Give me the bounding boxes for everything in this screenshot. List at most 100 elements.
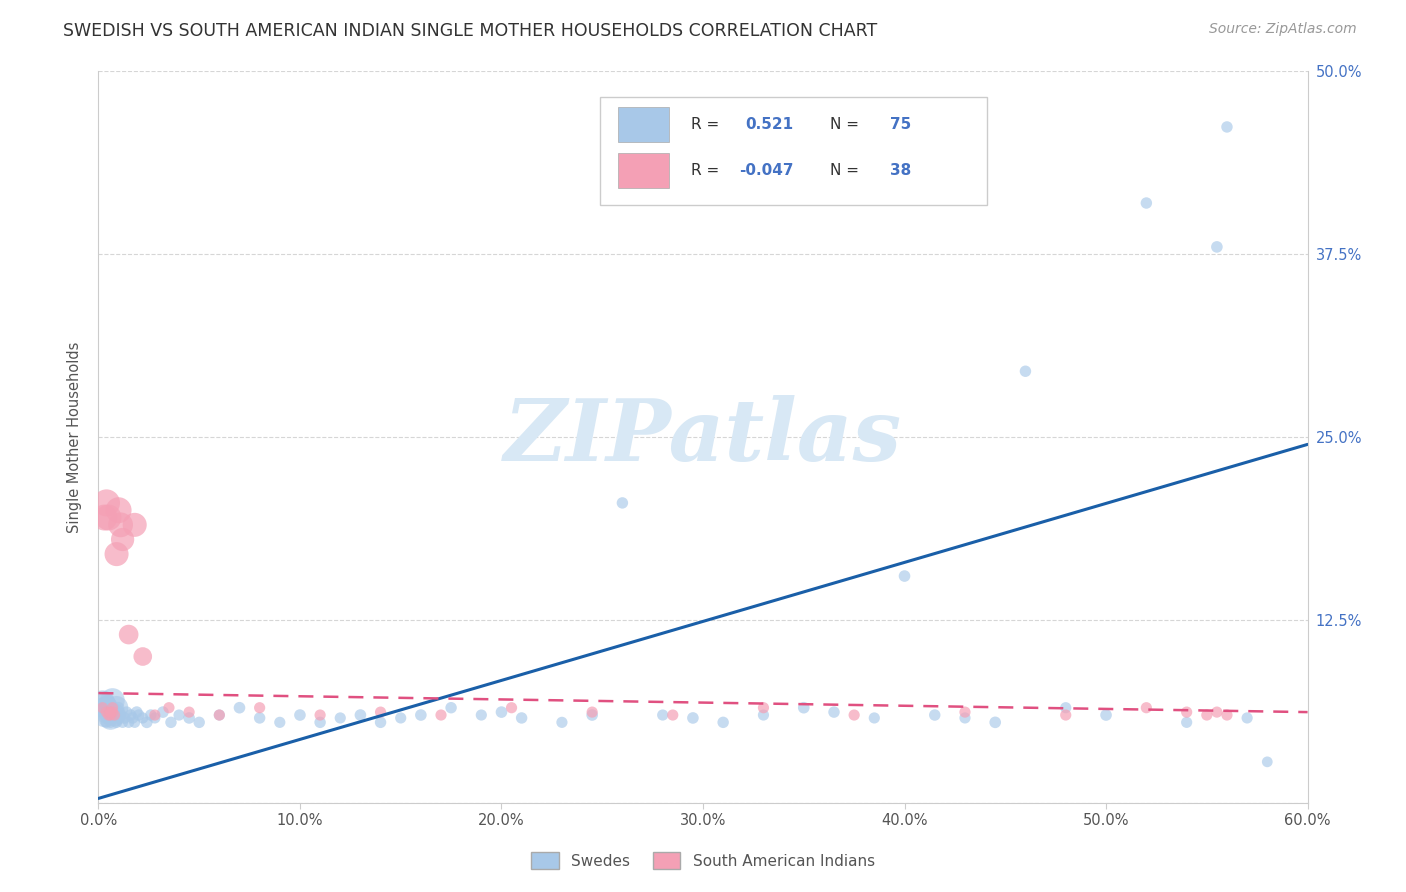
Point — [1236, 711, 1258, 725]
Point — [100, 708, 122, 723]
Point — [612, 496, 634, 510]
Point — [124, 715, 146, 730]
Point — [97, 708, 120, 723]
Point — [309, 715, 332, 730]
Point — [581, 705, 603, 719]
Point — [501, 700, 523, 714]
Point — [114, 711, 136, 725]
Point — [228, 700, 250, 714]
Point — [103, 711, 125, 725]
Point — [1216, 120, 1239, 134]
Text: 38: 38 — [890, 162, 911, 178]
Text: R =: R = — [690, 162, 718, 178]
Point — [793, 700, 815, 714]
Point — [1175, 715, 1198, 730]
Point — [893, 569, 915, 583]
Point — [1256, 755, 1278, 769]
Text: ZIPatlas: ZIPatlas — [503, 395, 903, 479]
Point — [91, 696, 114, 710]
Point — [101, 700, 124, 714]
Legend: Swedes, South American Indians: Swedes, South American Indians — [526, 846, 880, 875]
Point — [96, 715, 118, 730]
Point — [105, 700, 128, 714]
Point — [752, 700, 775, 714]
Point — [288, 708, 311, 723]
Point — [430, 708, 453, 723]
Point — [100, 715, 122, 730]
Point — [1095, 708, 1118, 723]
Point — [1195, 708, 1218, 723]
Point — [661, 708, 683, 723]
Point — [143, 708, 166, 723]
Point — [249, 711, 271, 725]
Point — [752, 708, 775, 723]
Point — [208, 708, 231, 723]
Point — [103, 708, 125, 723]
Point — [97, 510, 120, 524]
Text: -0.047: -0.047 — [740, 162, 794, 178]
Point — [682, 711, 704, 725]
Point — [1175, 705, 1198, 719]
Point — [115, 705, 138, 719]
Point — [440, 700, 463, 714]
Point — [179, 711, 201, 725]
Point — [551, 715, 574, 730]
Y-axis label: Single Mother Households: Single Mother Households — [67, 342, 83, 533]
Point — [111, 533, 134, 547]
Point — [91, 696, 114, 710]
FancyBboxPatch shape — [619, 107, 669, 143]
Point — [167, 708, 190, 723]
Point — [389, 711, 412, 725]
Point — [349, 708, 371, 723]
Point — [188, 715, 211, 730]
Point — [309, 708, 332, 723]
Point — [96, 700, 118, 714]
Point — [105, 715, 128, 730]
Point — [1135, 700, 1157, 714]
Point — [105, 547, 128, 561]
Point — [118, 627, 141, 641]
Point — [953, 705, 976, 719]
Point — [101, 705, 124, 719]
Point — [823, 705, 845, 719]
Point — [105, 708, 128, 723]
Point — [96, 705, 118, 719]
FancyBboxPatch shape — [600, 97, 987, 205]
Point — [510, 711, 533, 725]
Point — [124, 517, 146, 532]
Point — [97, 693, 120, 707]
Point — [97, 705, 120, 719]
Point — [1135, 196, 1157, 211]
Point — [125, 705, 148, 719]
Text: Source: ZipAtlas.com: Source: ZipAtlas.com — [1209, 22, 1357, 37]
Point — [101, 693, 124, 707]
Point — [110, 517, 132, 532]
Point — [100, 696, 122, 710]
Point — [97, 711, 120, 725]
Point — [139, 708, 162, 723]
Point — [107, 700, 129, 714]
Point — [470, 708, 492, 723]
Point — [135, 715, 157, 730]
Point — [96, 700, 118, 714]
Point — [924, 708, 946, 723]
Point — [93, 708, 115, 723]
Point — [143, 711, 166, 725]
Point — [93, 708, 115, 723]
Text: 75: 75 — [890, 117, 911, 132]
Point — [370, 715, 392, 730]
Point — [132, 649, 155, 664]
Point — [329, 711, 352, 725]
Point — [1216, 708, 1239, 723]
Point — [863, 711, 886, 725]
Point — [101, 700, 124, 714]
Point — [953, 711, 976, 725]
Point — [118, 715, 141, 730]
Text: 0.521: 0.521 — [745, 117, 793, 132]
Point — [208, 708, 231, 723]
Point — [120, 708, 142, 723]
Point — [107, 711, 129, 725]
Point — [1054, 708, 1077, 723]
Text: N =: N = — [830, 162, 859, 178]
Point — [157, 700, 180, 714]
